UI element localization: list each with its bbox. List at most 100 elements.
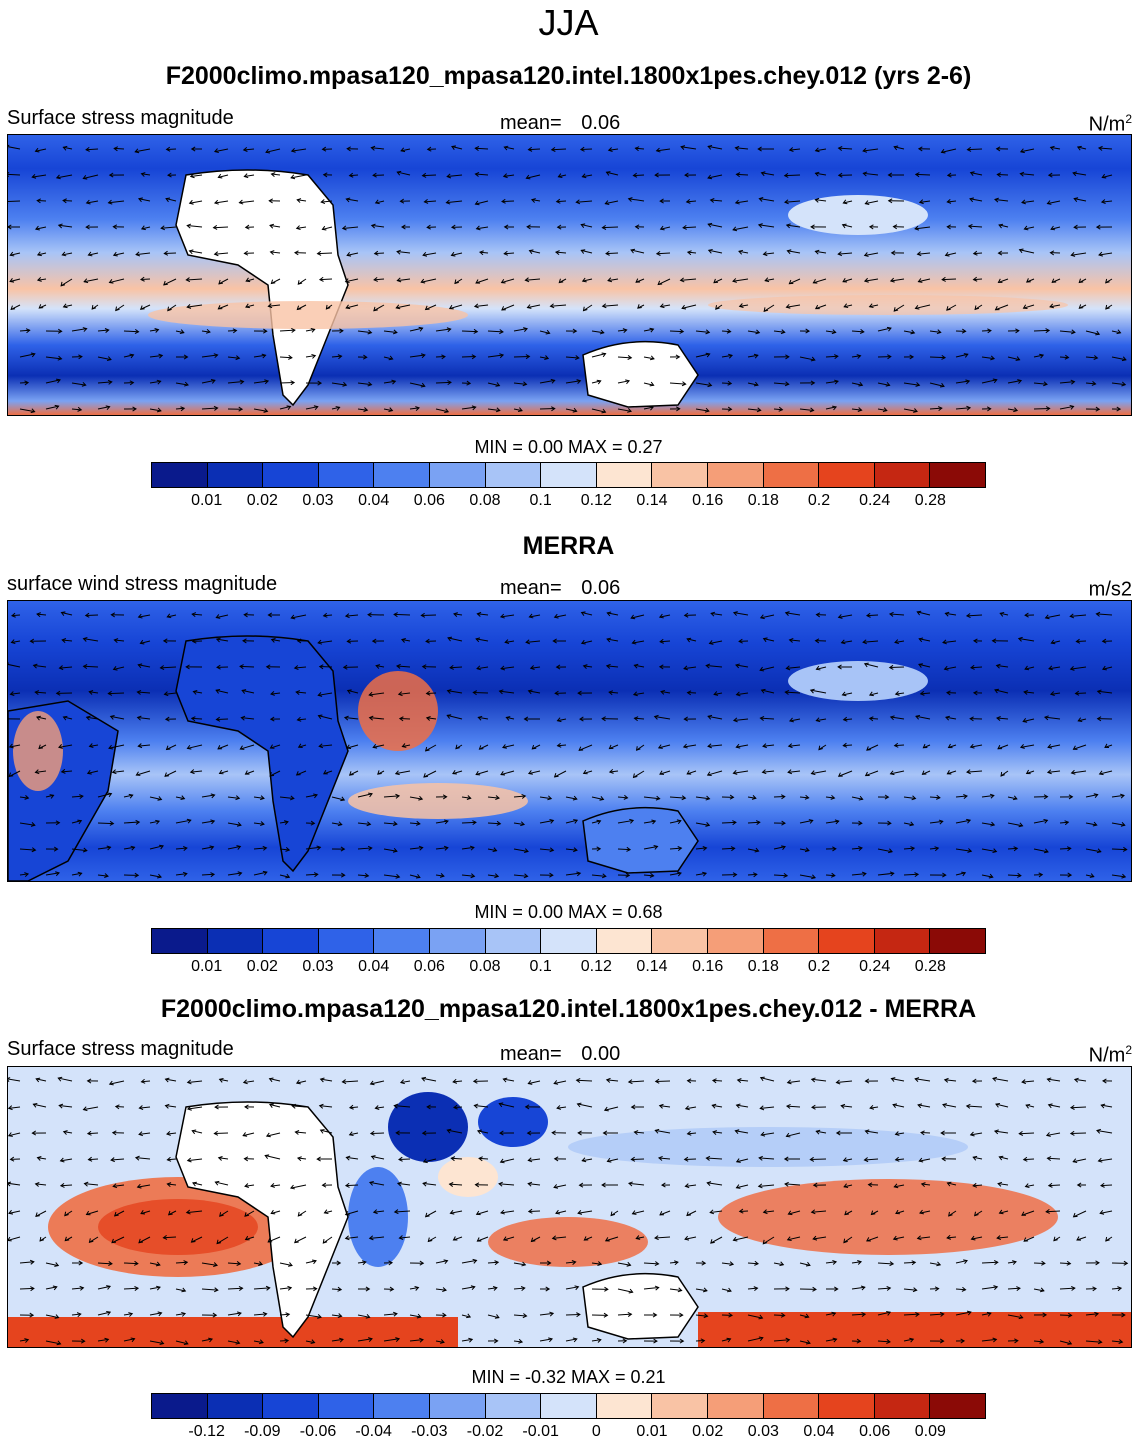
vector-arrow — [525, 278, 541, 281]
vector-arrowhead — [140, 276, 145, 282]
vector-arrow — [1000, 612, 1009, 616]
vector-arrow — [498, 1183, 515, 1186]
vector-arrowhead — [550, 147, 556, 152]
vector-arrowhead — [217, 173, 223, 179]
vector-arrow — [435, 1260, 448, 1264]
vector-arrowhead — [8, 1236, 12, 1242]
vector-arrow — [318, 640, 333, 644]
vector-arrowhead — [495, 382, 501, 387]
vector-arrow — [955, 795, 968, 798]
vector-arrow — [357, 822, 371, 825]
vector-arrow — [669, 872, 682, 876]
vector-arrowhead — [686, 637, 692, 643]
vector-arrow — [889, 613, 905, 616]
vector-arrowhead — [649, 405, 654, 411]
vector-arrow — [290, 1184, 307, 1189]
vector-arrow — [606, 252, 619, 255]
vector-arrow — [877, 1311, 891, 1316]
colorbar-tick-label: 0.1 — [529, 492, 552, 509]
vector-arrowhead — [973, 1211, 979, 1217]
vector-arrowhead — [25, 328, 31, 334]
vector-arrowhead — [810, 356, 816, 362]
vector-arrowhead — [558, 278, 564, 284]
vector-arrowhead — [1098, 251, 1104, 257]
vector-arrowhead — [1014, 1338, 1019, 1344]
vector-arrow — [487, 822, 501, 825]
vector-arrow — [347, 252, 359, 256]
vector-arrow — [214, 1132, 229, 1135]
vector-arrow — [175, 847, 187, 850]
vector-arrowhead — [941, 354, 947, 360]
vector-arrowhead — [549, 847, 555, 853]
vector-arrowhead — [1075, 638, 1081, 644]
vector-arrowhead — [34, 1182, 40, 1187]
vector-arrowhead — [622, 328, 628, 333]
vector-arrow — [421, 278, 437, 283]
vector-arrow — [164, 770, 177, 777]
vector-arrow — [710, 1236, 723, 1244]
vector-arrowhead — [863, 1157, 869, 1163]
vector-arrowhead — [575, 1078, 581, 1083]
vector-arrowhead — [31, 1130, 37, 1136]
vector-arrow — [449, 304, 463, 310]
vector-arrow — [869, 692, 879, 696]
vector-arrowhead — [785, 223, 791, 229]
vector-arrowhead — [106, 356, 112, 361]
vector-arrowhead — [213, 251, 219, 257]
vector-arrow — [479, 251, 489, 254]
colorbar-tick-label: 0.12 — [580, 958, 612, 975]
vector-arrow — [425, 744, 437, 752]
vector-arrow — [893, 304, 905, 312]
vector-arrow — [799, 1314, 809, 1318]
vector-arrowhead — [941, 1156, 946, 1162]
vector-arrow — [1049, 304, 1061, 308]
vector-arrowhead — [1100, 199, 1106, 204]
vector-arrow — [890, 716, 905, 720]
vector-arrowhead — [657, 1155, 663, 1161]
vector-arrow — [994, 689, 1009, 694]
vector-arrowhead — [997, 250, 1003, 256]
vector-arrow — [8, 663, 21, 668]
vector-arrowhead — [780, 1312, 786, 1318]
vector-arrowhead — [939, 382, 945, 388]
vector-arrowhead — [1022, 718, 1028, 723]
vector-arrowhead — [185, 664, 190, 670]
vector-arrow — [528, 690, 541, 694]
vector-arrow — [149, 1340, 164, 1345]
vector-arrow — [139, 1106, 151, 1109]
vector-arrow — [214, 200, 229, 204]
vector-arrow — [554, 1080, 567, 1084]
vector-arrowhead — [475, 279, 481, 284]
vector-arrow — [759, 1157, 775, 1160]
vector-arrowhead — [526, 224, 531, 230]
colorbar-tick-label: 0.09 — [914, 1423, 946, 1440]
colorbar-tick-label: -0.04 — [355, 1423, 392, 1440]
panel-2-title: MERRA — [522, 532, 615, 560]
vector-arrowhead — [265, 148, 271, 154]
colorbar-tick-label: 0.28 — [914, 492, 946, 509]
vector-arrow — [632, 640, 645, 644]
vector-arrow — [435, 328, 451, 332]
vector-arrowhead — [362, 354, 368, 360]
vector-arrowhead — [916, 1235, 922, 1241]
vector-arrowhead — [711, 1078, 717, 1084]
vector-arrowhead — [580, 639, 586, 645]
colorbar-tick-label: 0.2 — [807, 492, 831, 509]
vector-arrow — [461, 846, 474, 850]
vector-arrowhead — [369, 1130, 375, 1136]
vector-arrow — [1085, 794, 1098, 798]
vector-arrow — [1111, 874, 1126, 878]
vector-arrowhead — [549, 819, 555, 824]
vector-arrowhead — [785, 1286, 790, 1292]
vector-arrow — [357, 330, 372, 334]
vector-arrow — [451, 252, 463, 256]
vector-arrow — [733, 1236, 749, 1241]
vector-arrow — [997, 1236, 1009, 1239]
vector-arrowhead — [501, 306, 506, 311]
vector-arrow — [402, 744, 411, 748]
vector-arrowhead — [555, 1209, 560, 1215]
vector-arrowhead — [868, 303, 874, 309]
colorbar-swatch — [819, 463, 875, 487]
vector-arrow — [320, 1078, 333, 1082]
vector-arrowhead — [186, 744, 192, 750]
